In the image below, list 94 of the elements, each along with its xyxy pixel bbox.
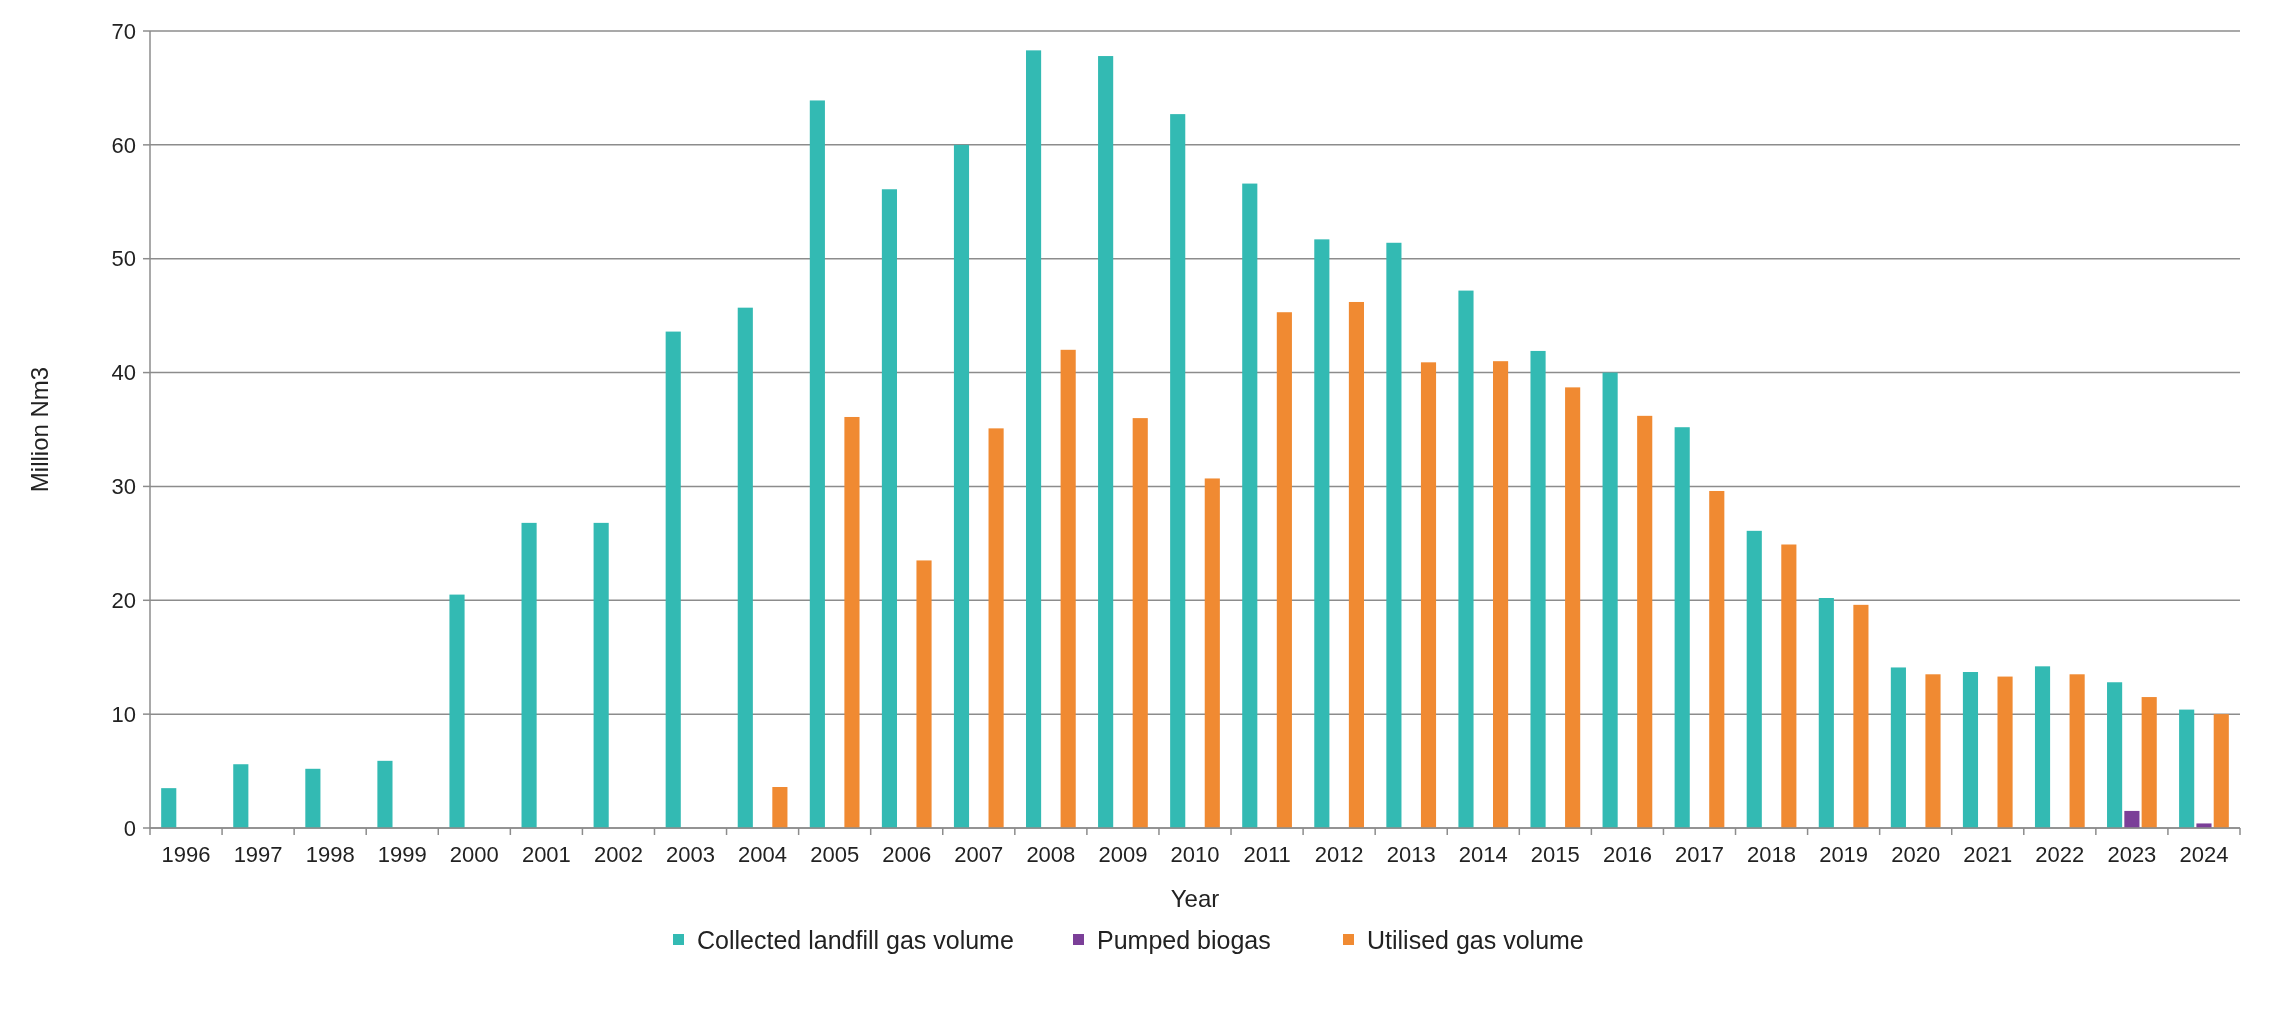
bar	[1170, 114, 1186, 828]
legend-label: Utilised gas volume	[1367, 925, 1584, 954]
bar	[449, 594, 465, 828]
x-tick-label: 2000	[449, 842, 499, 867]
x-tick-label: 2011	[1243, 842, 1291, 867]
bar	[1565, 387, 1581, 828]
x-tick-label: 2017	[1675, 842, 1724, 867]
bar	[1997, 676, 2013, 828]
bar	[2034, 666, 2051, 828]
x-tick-label: 2008	[1026, 842, 1076, 867]
bar	[305, 768, 321, 828]
y-tick-label: 60	[111, 132, 136, 158]
bar	[2069, 674, 2085, 828]
bar	[1674, 427, 1690, 828]
x-tick-label: 2024	[2179, 842, 2229, 867]
bar	[1709, 490, 1725, 828]
x-tick-label: 2021	[1963, 842, 2013, 867]
x-tick-label: 2012	[1314, 842, 1364, 867]
bar	[844, 416, 860, 828]
y-tick-label: 20	[111, 587, 136, 613]
bar	[1060, 349, 1076, 828]
legend-label: Collected landfill gas volume	[697, 925, 1014, 954]
x-tick-label: 2002	[593, 842, 643, 867]
bar	[1386, 242, 1402, 828]
x-tick-label: 1998	[305, 842, 355, 867]
bar	[1276, 312, 1292, 828]
bar	[233, 764, 249, 828]
bar	[2107, 682, 2123, 828]
bar	[1637, 415, 1653, 828]
x-tick-label: 2007	[954, 842, 1004, 867]
x-tick-label: 2010	[1170, 842, 1220, 867]
bar	[1781, 544, 1797, 828]
bar	[2179, 709, 2195, 828]
x-tick-label: 2018	[1747, 842, 1797, 867]
bar	[1530, 350, 1546, 828]
bar	[2213, 714, 2229, 828]
bar	[1098, 56, 1114, 828]
bar	[881, 189, 897, 828]
bar	[953, 144, 970, 828]
bar	[1314, 239, 1330, 828]
x-tick-label: 2006	[882, 842, 932, 867]
x-tick-label: 1997	[233, 842, 283, 867]
x-axis-title: Year	[1170, 885, 1220, 912]
bar	[665, 331, 681, 828]
x-tick-label: 2019	[1819, 842, 1869, 867]
x-tick-label: 2003	[666, 842, 715, 867]
bar	[2196, 823, 2212, 828]
bar	[1493, 361, 1509, 828]
x-tick-label: 2005	[810, 842, 860, 867]
x-tick-label: 2004	[738, 842, 788, 867]
x-tick-label: 2020	[1891, 842, 1941, 867]
bar	[1925, 674, 1941, 828]
bar	[1746, 530, 1762, 828]
bar	[2141, 697, 2157, 828]
legend-label: Pumped biogas	[1097, 925, 1271, 954]
bar	[377, 760, 393, 828]
bar	[809, 100, 825, 828]
bar	[521, 522, 537, 828]
y-axis-title: Million Nm3	[26, 366, 53, 493]
bar	[1853, 604, 1869, 828]
x-tick-label: 2016	[1602, 842, 1652, 867]
bar	[772, 787, 788, 828]
y-tick-label: 10	[111, 701, 136, 727]
bar	[1602, 372, 1618, 828]
x-tick-label: 1996	[161, 842, 211, 867]
x-tick-label: 2013	[1386, 842, 1436, 867]
bar	[1242, 183, 1258, 828]
bar	[1420, 362, 1437, 828]
bar	[988, 428, 1004, 828]
x-tick-label: 2023	[2107, 842, 2157, 867]
x-tick-label: 2001	[521, 842, 571, 867]
y-tick-label: 50	[111, 246, 136, 272]
bar	[1458, 290, 1474, 828]
y-tick-label: 0	[123, 815, 136, 841]
x-tick-label: 2022	[2035, 842, 2085, 867]
y-tick-label: 40	[111, 360, 136, 386]
bar	[1026, 50, 1042, 828]
y-tick-label: 30	[111, 474, 136, 500]
bar	[737, 307, 753, 828]
bar	[1348, 301, 1364, 828]
bar	[593, 522, 609, 828]
bar	[1962, 672, 1979, 828]
x-tick-label: 2009	[1098, 842, 1148, 867]
bar	[1890, 667, 1906, 828]
x-tick-label: 2014	[1458, 842, 1508, 867]
x-tick-label: 1999	[377, 842, 427, 867]
y-tick-label: 70	[111, 18, 136, 44]
bar	[1132, 418, 1148, 828]
bar	[161, 788, 177, 828]
x-tick-label: 2015	[1530, 842, 1580, 867]
bar	[916, 560, 932, 828]
bar	[1204, 478, 1220, 828]
bar	[1818, 598, 1834, 828]
bar	[2124, 810, 2140, 828]
